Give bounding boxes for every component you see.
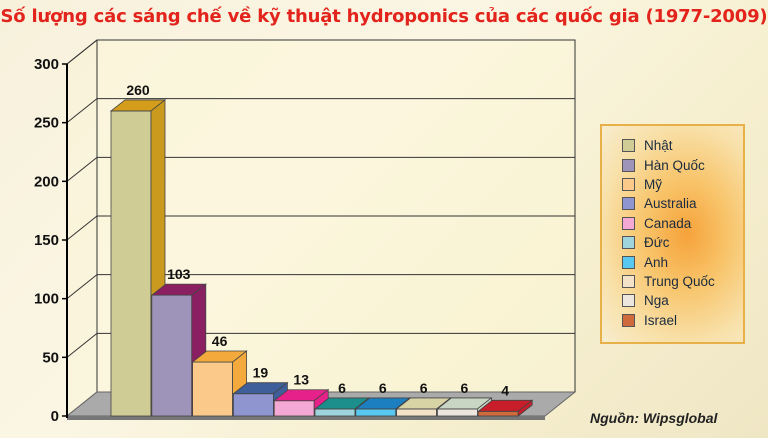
gridline-diag (66, 215, 98, 241)
legend-swatch (622, 158, 635, 172)
y-tick-label: 200 (34, 173, 59, 190)
legend-swatch (622, 197, 635, 211)
legend-swatch (622, 294, 635, 308)
data-label: 19 (253, 365, 269, 381)
legend-swatch (622, 139, 635, 153)
data-label: 6 (379, 380, 387, 396)
legend-item: Trung Quốc (622, 272, 743, 291)
legend-swatch (622, 313, 635, 327)
gridline-diag (66, 156, 98, 182)
legend-swatch (622, 236, 635, 250)
bar-Canada (273, 400, 315, 417)
data-label: 103 (167, 266, 191, 282)
legend-swatch (622, 216, 635, 230)
legend-swatch (622, 255, 635, 269)
y-tick-label: 100 (34, 291, 59, 308)
bar-Đức (314, 408, 356, 417)
floor-edge (67, 416, 545, 420)
data-label: 46 (212, 333, 228, 349)
y-tick-label: 0 (51, 408, 59, 425)
data-label: 6 (338, 380, 346, 396)
source-label: Nguồn: (590, 410, 639, 426)
gridline-diag (66, 274, 98, 300)
legend-item: Mỹ (622, 175, 743, 194)
legend-label: Nhật (644, 138, 673, 154)
legend-label: Hàn Quốc (644, 157, 705, 173)
legend-swatch (622, 274, 635, 288)
gridline-diag (66, 98, 98, 124)
legend: Nhật Hàn Quốc Mỹ Australia Canada Đức Anh Trung… (600, 124, 745, 344)
y-tick-label: 250 (34, 115, 59, 132)
legend-item: Israel (622, 311, 743, 330)
bar-Australia (232, 393, 274, 417)
legend-label: Nga (644, 293, 669, 309)
data-label: 6 (461, 380, 469, 396)
legend-item: Australia (622, 194, 743, 213)
legend-label: Anh (644, 254, 669, 270)
axis-top (66, 39, 98, 65)
legend-label: Australia (644, 196, 697, 212)
legend-item: Nga (622, 291, 743, 310)
legend-item: Đức (622, 233, 743, 252)
data-label: 260 (126, 82, 150, 98)
legend-label: Canada (644, 215, 692, 231)
bar-Anh (355, 408, 397, 417)
bar-Trung Quốc (396, 408, 438, 417)
data-label: 13 (293, 372, 309, 388)
bar-side-Israel (517, 399, 533, 417)
legend-label: Israel (644, 312, 678, 328)
source-value: Wipsglobal (642, 410, 718, 426)
bar-Nga (436, 408, 478, 417)
y-tick-label: 150 (34, 232, 59, 249)
data-label: 6 (420, 380, 428, 396)
gridline-diag (66, 332, 98, 358)
y-tick-label: 50 (42, 349, 59, 366)
legend-label: Trung Quốc (644, 273, 715, 289)
legend-item: Canada (622, 214, 743, 233)
legend-item: Hàn Quốc (622, 155, 743, 174)
legend-item: Anh (622, 252, 743, 271)
bar-Nhật (110, 110, 152, 417)
legend-label: Đức (644, 235, 670, 251)
legend-item: Nhật (622, 136, 743, 155)
bar-Israel (477, 410, 519, 417)
data-label: 4 (501, 382, 509, 398)
y-tick-label: 300 (34, 56, 59, 73)
bar-Mỹ (192, 361, 234, 417)
source-note: Nguồn: Wipsglobal (590, 410, 717, 426)
bar-Hàn Quốc (151, 294, 193, 417)
legend-label: Mỹ (644, 176, 662, 192)
legend-swatch (622, 177, 635, 191)
chart-title: Số lượng các sáng chế về kỹ thuật hydrop… (0, 6, 768, 27)
